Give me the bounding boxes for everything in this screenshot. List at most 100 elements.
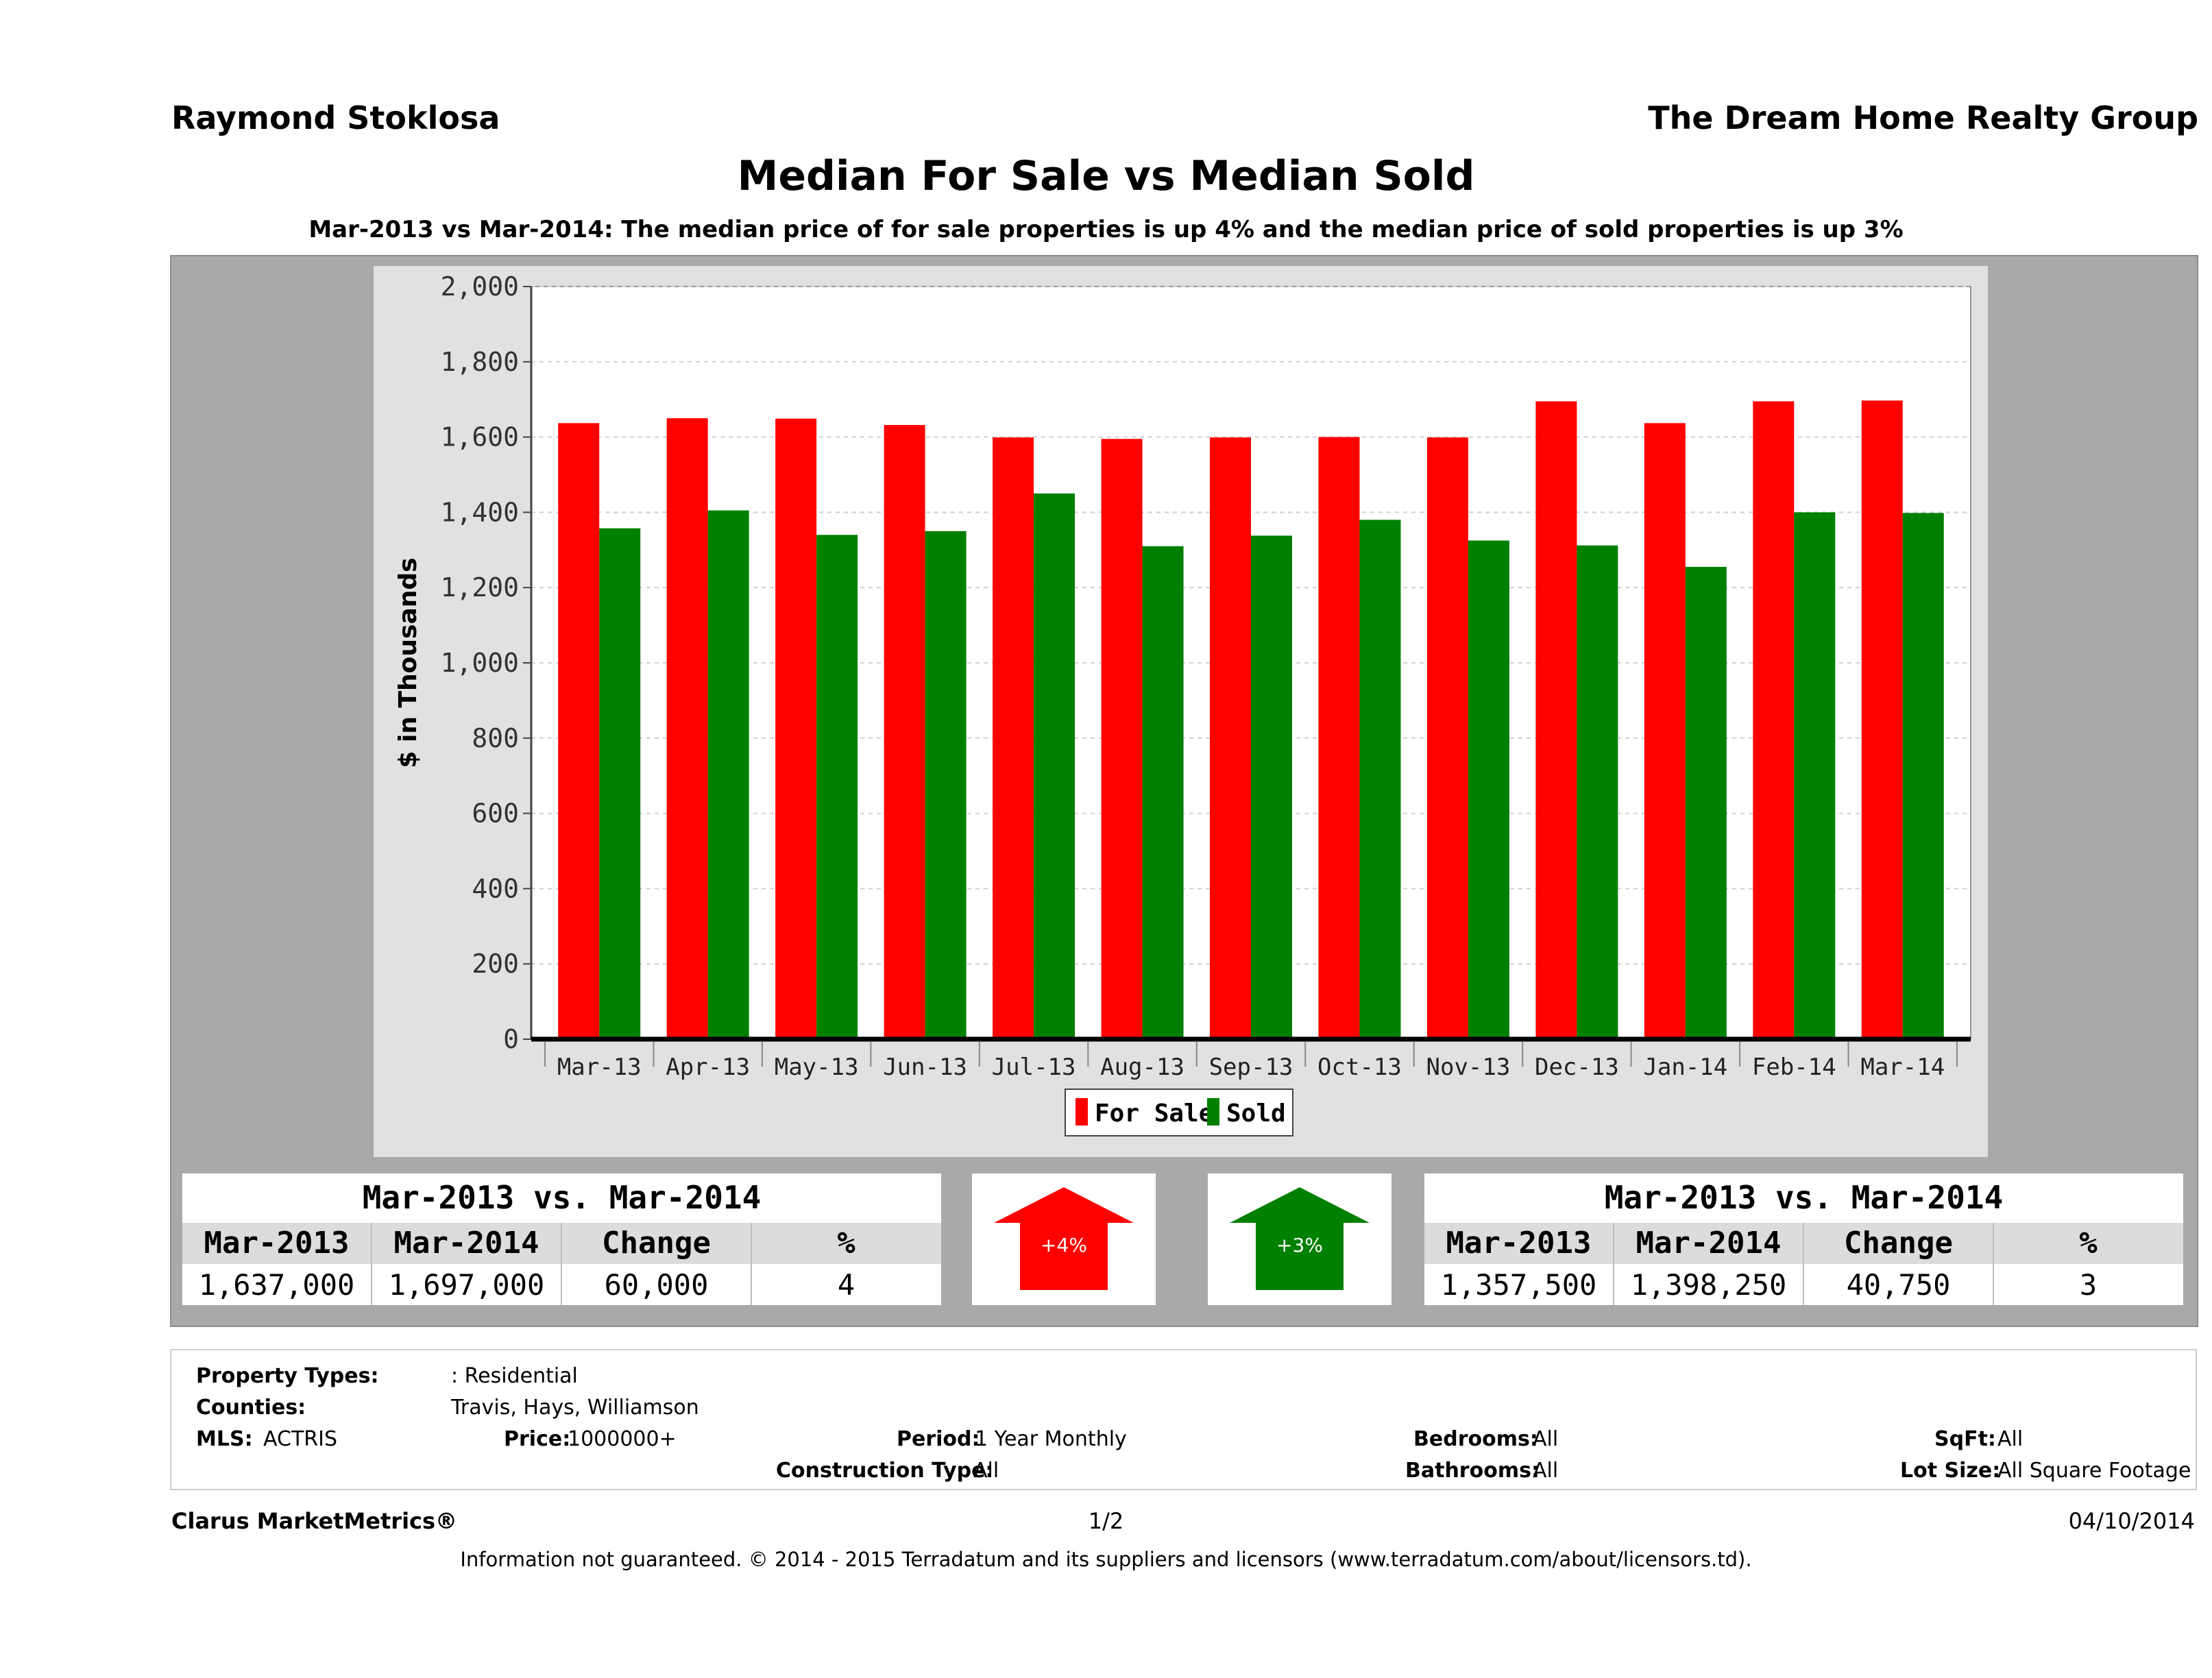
legend-label-sold: Sold [1226, 1099, 1286, 1128]
stats-col-mar-2014: Mar-2014 [393, 1226, 539, 1261]
page-number: 1/2 [1088, 1508, 1124, 1534]
y-tick-label: 400 [472, 873, 519, 903]
stats-heading: Mar-2013 vs. Mar-2014 [362, 1179, 762, 1216]
period-label: Period: [897, 1427, 980, 1451]
x-tick-label: Aug-13 [1100, 1054, 1184, 1081]
stats-value-mar-2013: 1,637,000 [198, 1268, 355, 1302]
stats-value-mar-2013: 1,357,500 [1440, 1268, 1597, 1302]
bar-for-sale [1753, 401, 1795, 1039]
bedrooms-label: Bedrooms: [1413, 1427, 1538, 1451]
sqft-label: SqFt: [1934, 1427, 1996, 1451]
bar-sold [707, 510, 749, 1039]
y-tick-label: 1,200 [441, 572, 519, 603]
bar-sold [816, 535, 858, 1039]
for-sale-stats: Mar-2013 vs. Mar-2014 Mar-2013 Mar-2014 … [182, 1174, 941, 1305]
sold-change-label: +3% [1276, 1234, 1323, 1256]
lot-size-label: Lot Size: [1900, 1459, 2001, 1483]
bathrooms-value: All [1533, 1459, 1559, 1483]
bar-for-sale [1426, 437, 1468, 1039]
stats-col-mar-2014: Mar-2014 [1636, 1226, 1782, 1261]
bar-sold [1577, 545, 1618, 1039]
y-tick-label: 0 [503, 1024, 519, 1054]
y-tick-label: 1,800 [441, 347, 519, 377]
stats-col-change: Change [602, 1226, 711, 1261]
lot-size-value: All Square Footage [1997, 1459, 2191, 1483]
period-value: 1 Year Monthly [975, 1427, 1127, 1451]
x-tick-label: Feb-14 [1752, 1054, 1836, 1081]
bar-chart: 0 200 400 600 800 1,000 1,200 1,400 1,600 1,800 2,… [394, 271, 1971, 1081]
stats-col-percent: % [2079, 1226, 2098, 1261]
x-tick-label: Jul-13 [992, 1054, 1076, 1081]
bar-for-sale [1101, 439, 1143, 1039]
bar-sold [1794, 512, 1836, 1039]
bar-sold [1251, 535, 1292, 1039]
construction-type-value: All [973, 1459, 999, 1483]
bar-sold [1685, 567, 1727, 1039]
bar-for-sale [1861, 400, 1903, 1039]
search-criteria: Property Types: : Residential Counties: … [170, 1349, 2197, 1490]
y-tick-label: 800 [472, 723, 519, 753]
stats-col-mar-2013: Mar-2013 [204, 1226, 350, 1261]
y-tick-label: 1,000 [441, 648, 519, 678]
stats-col-percent: % [837, 1226, 855, 1261]
stats-col-mar-2013: Mar-2013 [1446, 1226, 1592, 1261]
stats-separator [371, 1223, 372, 1305]
legend-swatch-sold [1207, 1098, 1219, 1126]
x-tick-label: Dec-13 [1535, 1054, 1619, 1081]
stats-separator [751, 1223, 752, 1305]
arrow-up-icon [1230, 1187, 1370, 1290]
company-name: The Dream Home Realty Group [1648, 99, 2198, 136]
bathrooms-label: Bathrooms: [1405, 1459, 1540, 1483]
y-tick-label: 1,600 [441, 422, 519, 452]
y-tick-label: 600 [472, 799, 519, 829]
price-label: Price: [504, 1427, 571, 1451]
price-value: 1000000+ [568, 1427, 677, 1451]
sqft-value: All [1997, 1427, 2023, 1451]
bar-for-sale [1644, 423, 1686, 1039]
y-tick-label: 200 [472, 949, 519, 979]
bar-for-sale [775, 418, 817, 1039]
bar-sold [599, 528, 641, 1039]
stats-separator [1993, 1223, 1994, 1305]
x-tick-label: Apr-13 [666, 1054, 750, 1081]
stats-separator [1613, 1223, 1614, 1305]
x-tick-label: Sep-13 [1209, 1054, 1293, 1081]
bar-for-sale [884, 425, 925, 1039]
legend-swatch-for-sale [1075, 1098, 1088, 1126]
stats-value-change: 60,000 [604, 1268, 709, 1302]
x-tick-label: Nov-13 [1426, 1054, 1511, 1081]
arrow-up-icon [994, 1187, 1134, 1290]
bar-for-sale [558, 423, 600, 1039]
for-sale-change-box: +4% [972, 1174, 1156, 1305]
y-tick-label: 2,000 [441, 271, 519, 302]
y-axis-label: $ in Thousands [394, 557, 422, 768]
property-types-value: : Residential [451, 1364, 578, 1388]
construction-type-label: Construction Type: [776, 1459, 994, 1483]
chart-title: Median For Sale vs Median Sold [737, 152, 1475, 200]
legend-label-for-sale: For Sale [1095, 1099, 1214, 1128]
x-tick-label: Mar-14 [1860, 1054, 1945, 1081]
bar-for-sale [993, 437, 1034, 1039]
x-tick-label: May-13 [775, 1054, 859, 1081]
chart-area: 0 200 400 600 800 1,000 1,200 1,400 1,600 1,800 2,… [374, 266, 1988, 1157]
stats-separator [561, 1223, 562, 1305]
chart-subtitle: Mar-2013 vs Mar-2014: The median price o… [308, 216, 1904, 243]
x-tick-label: Mar-13 [557, 1054, 642, 1081]
stats-value-mar-2014: 1,697,000 [388, 1268, 545, 1302]
stats-value-mar-2014: 1,398,250 [1630, 1268, 1787, 1302]
footer-brand: Clarus MarketMetrics® [171, 1508, 458, 1534]
mls-label: MLS: [196, 1427, 253, 1451]
bar-for-sale [1210, 437, 1251, 1039]
report-date: 04/10/2014 [2068, 1508, 2195, 1534]
stats-col-change: Change [1844, 1226, 1953, 1261]
bar-for-sale [1535, 401, 1577, 1039]
bar-sold [925, 531, 967, 1039]
stats-heading: Mar-2013 vs. Mar-2014 [1604, 1179, 2004, 1216]
agent-name: Raymond Stoklosa [171, 99, 500, 136]
stats-separator [1803, 1223, 1804, 1305]
stats-value-percent: 3 [2079, 1268, 2098, 1302]
stats-value-percent: 4 [837, 1268, 855, 1302]
counties-value: Travis, Hays, Williamson [451, 1396, 699, 1420]
x-tick-label: Jan-14 [1643, 1054, 1727, 1081]
bar-for-sale [1318, 437, 1360, 1039]
